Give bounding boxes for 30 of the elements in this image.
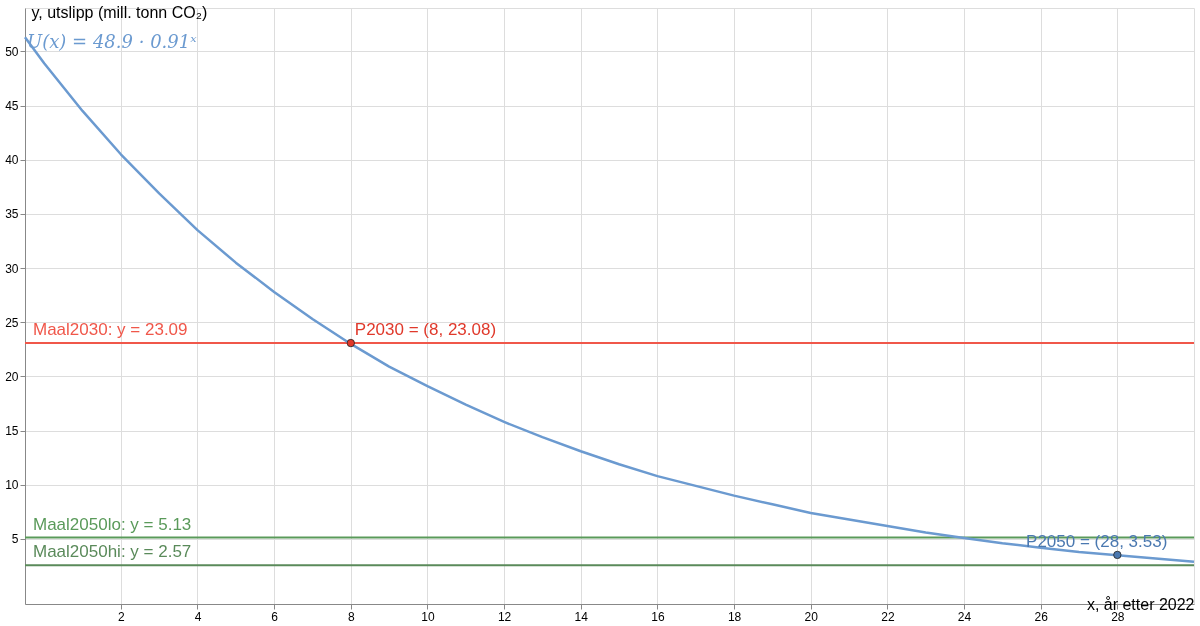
y-tick-label: 20 xyxy=(5,369,19,384)
y-tick-label: 25 xyxy=(5,315,19,330)
x-tick-label: 16 xyxy=(651,609,665,624)
y-tick-label: 35 xyxy=(5,207,19,222)
y-tick-label: 10 xyxy=(5,478,19,493)
y-tick-label: 5 xyxy=(11,532,19,547)
x-tick-label: 14 xyxy=(574,609,589,624)
x-tick-label: 24 xyxy=(957,609,972,624)
x-tick-label: 12 xyxy=(497,609,512,624)
y-tick-label: 15 xyxy=(5,424,19,439)
x-tick-label: 20 xyxy=(804,609,819,624)
x-tick-label: 18 xyxy=(727,609,742,624)
annotation: P2050 = (28, 3.53) xyxy=(1026,531,1168,551)
ref-line-label: Maal2050lo: y = 5.13 xyxy=(33,514,192,534)
y-tick-label: 30 xyxy=(5,261,19,276)
x-tick-label: 2 xyxy=(117,609,125,624)
ref-line-label: Maal2030: y = 23.09 xyxy=(33,319,188,339)
x-tick-label: 10 xyxy=(421,609,435,624)
y-tick-label: 45 xyxy=(5,99,19,114)
x-tick-label: 6 xyxy=(271,609,279,624)
x-tick-label: 22 xyxy=(881,609,895,624)
y-axis-title: y, utslipp (mill. tonn CO₂) xyxy=(31,3,208,21)
annotation: P2030 = (8, 23.08) xyxy=(354,320,497,340)
x-tick-label: 8 xyxy=(347,609,355,624)
y-tick-label: 50 xyxy=(5,44,19,59)
ref-line-label: Maal2050hi: y = 2.57 xyxy=(33,542,192,562)
y-tick-label: 40 xyxy=(5,153,19,168)
x-tick-label: 4 xyxy=(194,609,202,624)
x-tick-label: 26 xyxy=(1034,609,1049,624)
line-series xyxy=(23,36,1196,563)
